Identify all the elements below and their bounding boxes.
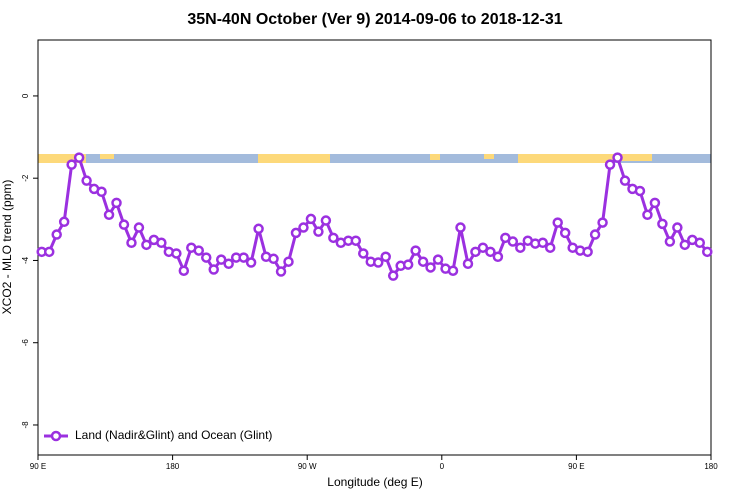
data-point bbox=[111, 197, 122, 209]
data-point bbox=[589, 229, 601, 240]
data-point bbox=[679, 239, 691, 251]
data-point bbox=[425, 262, 436, 273]
data-point bbox=[178, 265, 190, 276]
data-point bbox=[193, 245, 205, 256]
data-point bbox=[664, 236, 676, 247]
data-point bbox=[604, 159, 616, 170]
x-tick-label: 180 bbox=[166, 462, 180, 471]
data-point bbox=[283, 256, 294, 267]
data-point bbox=[201, 252, 212, 263]
x-tick-label: 0 bbox=[440, 462, 445, 471]
data-point bbox=[455, 222, 466, 233]
data-point bbox=[380, 251, 391, 263]
data-point bbox=[141, 239, 152, 251]
x-tick-label: 90 W bbox=[298, 462, 317, 471]
data-point bbox=[350, 235, 362, 246]
data-point bbox=[223, 258, 234, 269]
data-point bbox=[58, 216, 70, 228]
data-point bbox=[126, 237, 137, 249]
legend-label: Land (Nadir&Glint) and Ocean (Glint) bbox=[75, 428, 272, 442]
data-point bbox=[417, 256, 429, 267]
legend-marker bbox=[50, 430, 62, 442]
data-point bbox=[245, 257, 257, 268]
data-point bbox=[238, 252, 249, 263]
y-tick-label: 0 bbox=[21, 93, 30, 98]
y-axis-label: XCO2 - MLO trend (ppm) bbox=[0, 180, 14, 315]
data-point bbox=[118, 219, 130, 230]
data-point bbox=[649, 197, 661, 209]
data-point bbox=[320, 215, 332, 226]
land-band bbox=[518, 154, 612, 163]
land-band bbox=[430, 154, 440, 160]
data-point bbox=[387, 270, 399, 281]
plot-frame bbox=[37, 39, 712, 456]
data-point bbox=[66, 159, 77, 170]
data-point bbox=[432, 254, 444, 265]
x-axis-label: Longitude (deg E) bbox=[327, 475, 422, 489]
y-tick-label: -8 bbox=[21, 421, 30, 429]
data-point bbox=[470, 246, 481, 258]
data-point bbox=[642, 209, 653, 221]
chart-title: 35N-40N October (Ver 9) 2014-09-06 to 20… bbox=[187, 11, 562, 28]
y-tick-label: -2 bbox=[21, 174, 30, 182]
data-point bbox=[634, 185, 646, 197]
land-band bbox=[258, 154, 330, 163]
data-point bbox=[657, 218, 668, 230]
data-point bbox=[582, 246, 593, 258]
data-point bbox=[552, 217, 563, 228]
data-point bbox=[612, 152, 623, 163]
data-point bbox=[485, 246, 496, 258]
data-point bbox=[477, 242, 489, 253]
data-point bbox=[290, 227, 302, 239]
data-point bbox=[672, 222, 683, 233]
land-band bbox=[100, 154, 114, 159]
series-line bbox=[41, 154, 709, 279]
data-point bbox=[402, 259, 414, 270]
surface-band bbox=[38, 154, 711, 163]
data-point bbox=[73, 152, 85, 163]
data-point bbox=[702, 246, 713, 258]
data-point bbox=[537, 237, 548, 249]
x-tick-label: 90 E bbox=[568, 462, 584, 471]
land-band bbox=[38, 154, 86, 163]
data-point bbox=[544, 242, 556, 253]
land-band bbox=[612, 154, 652, 161]
data-point bbox=[559, 227, 571, 239]
data-point bbox=[515, 242, 526, 253]
data-point bbox=[81, 175, 92, 186]
data-point bbox=[597, 217, 608, 228]
data-point bbox=[619, 175, 631, 186]
data-point bbox=[447, 265, 459, 276]
ocean-band bbox=[38, 154, 711, 163]
data-point bbox=[298, 222, 309, 233]
data-point bbox=[492, 251, 504, 263]
data-point bbox=[253, 223, 264, 235]
data-point bbox=[313, 226, 324, 237]
data-point bbox=[133, 222, 145, 233]
data-point bbox=[51, 229, 62, 240]
data-point bbox=[410, 245, 421, 256]
data-point bbox=[43, 246, 55, 258]
data-point bbox=[507, 236, 519, 247]
data-point bbox=[328, 232, 339, 244]
y-tick-label: -6 bbox=[21, 339, 30, 347]
x-tick-label: 90 E bbox=[30, 462, 46, 471]
land-band bbox=[484, 154, 494, 159]
data-point bbox=[275, 266, 287, 277]
data-point bbox=[96, 186, 107, 198]
data-point bbox=[156, 237, 167, 249]
data-point bbox=[358, 248, 369, 259]
data-point bbox=[208, 264, 219, 275]
data-point bbox=[171, 248, 182, 259]
data-point bbox=[215, 254, 227, 265]
x-tick-label: 180 bbox=[704, 462, 718, 471]
data-point bbox=[462, 258, 474, 269]
data-point bbox=[268, 253, 279, 265]
data-point bbox=[372, 257, 384, 268]
y-tick-label: -4 bbox=[21, 256, 30, 264]
data-point bbox=[305, 213, 317, 225]
data-point bbox=[694, 237, 706, 249]
data-point bbox=[103, 209, 115, 221]
